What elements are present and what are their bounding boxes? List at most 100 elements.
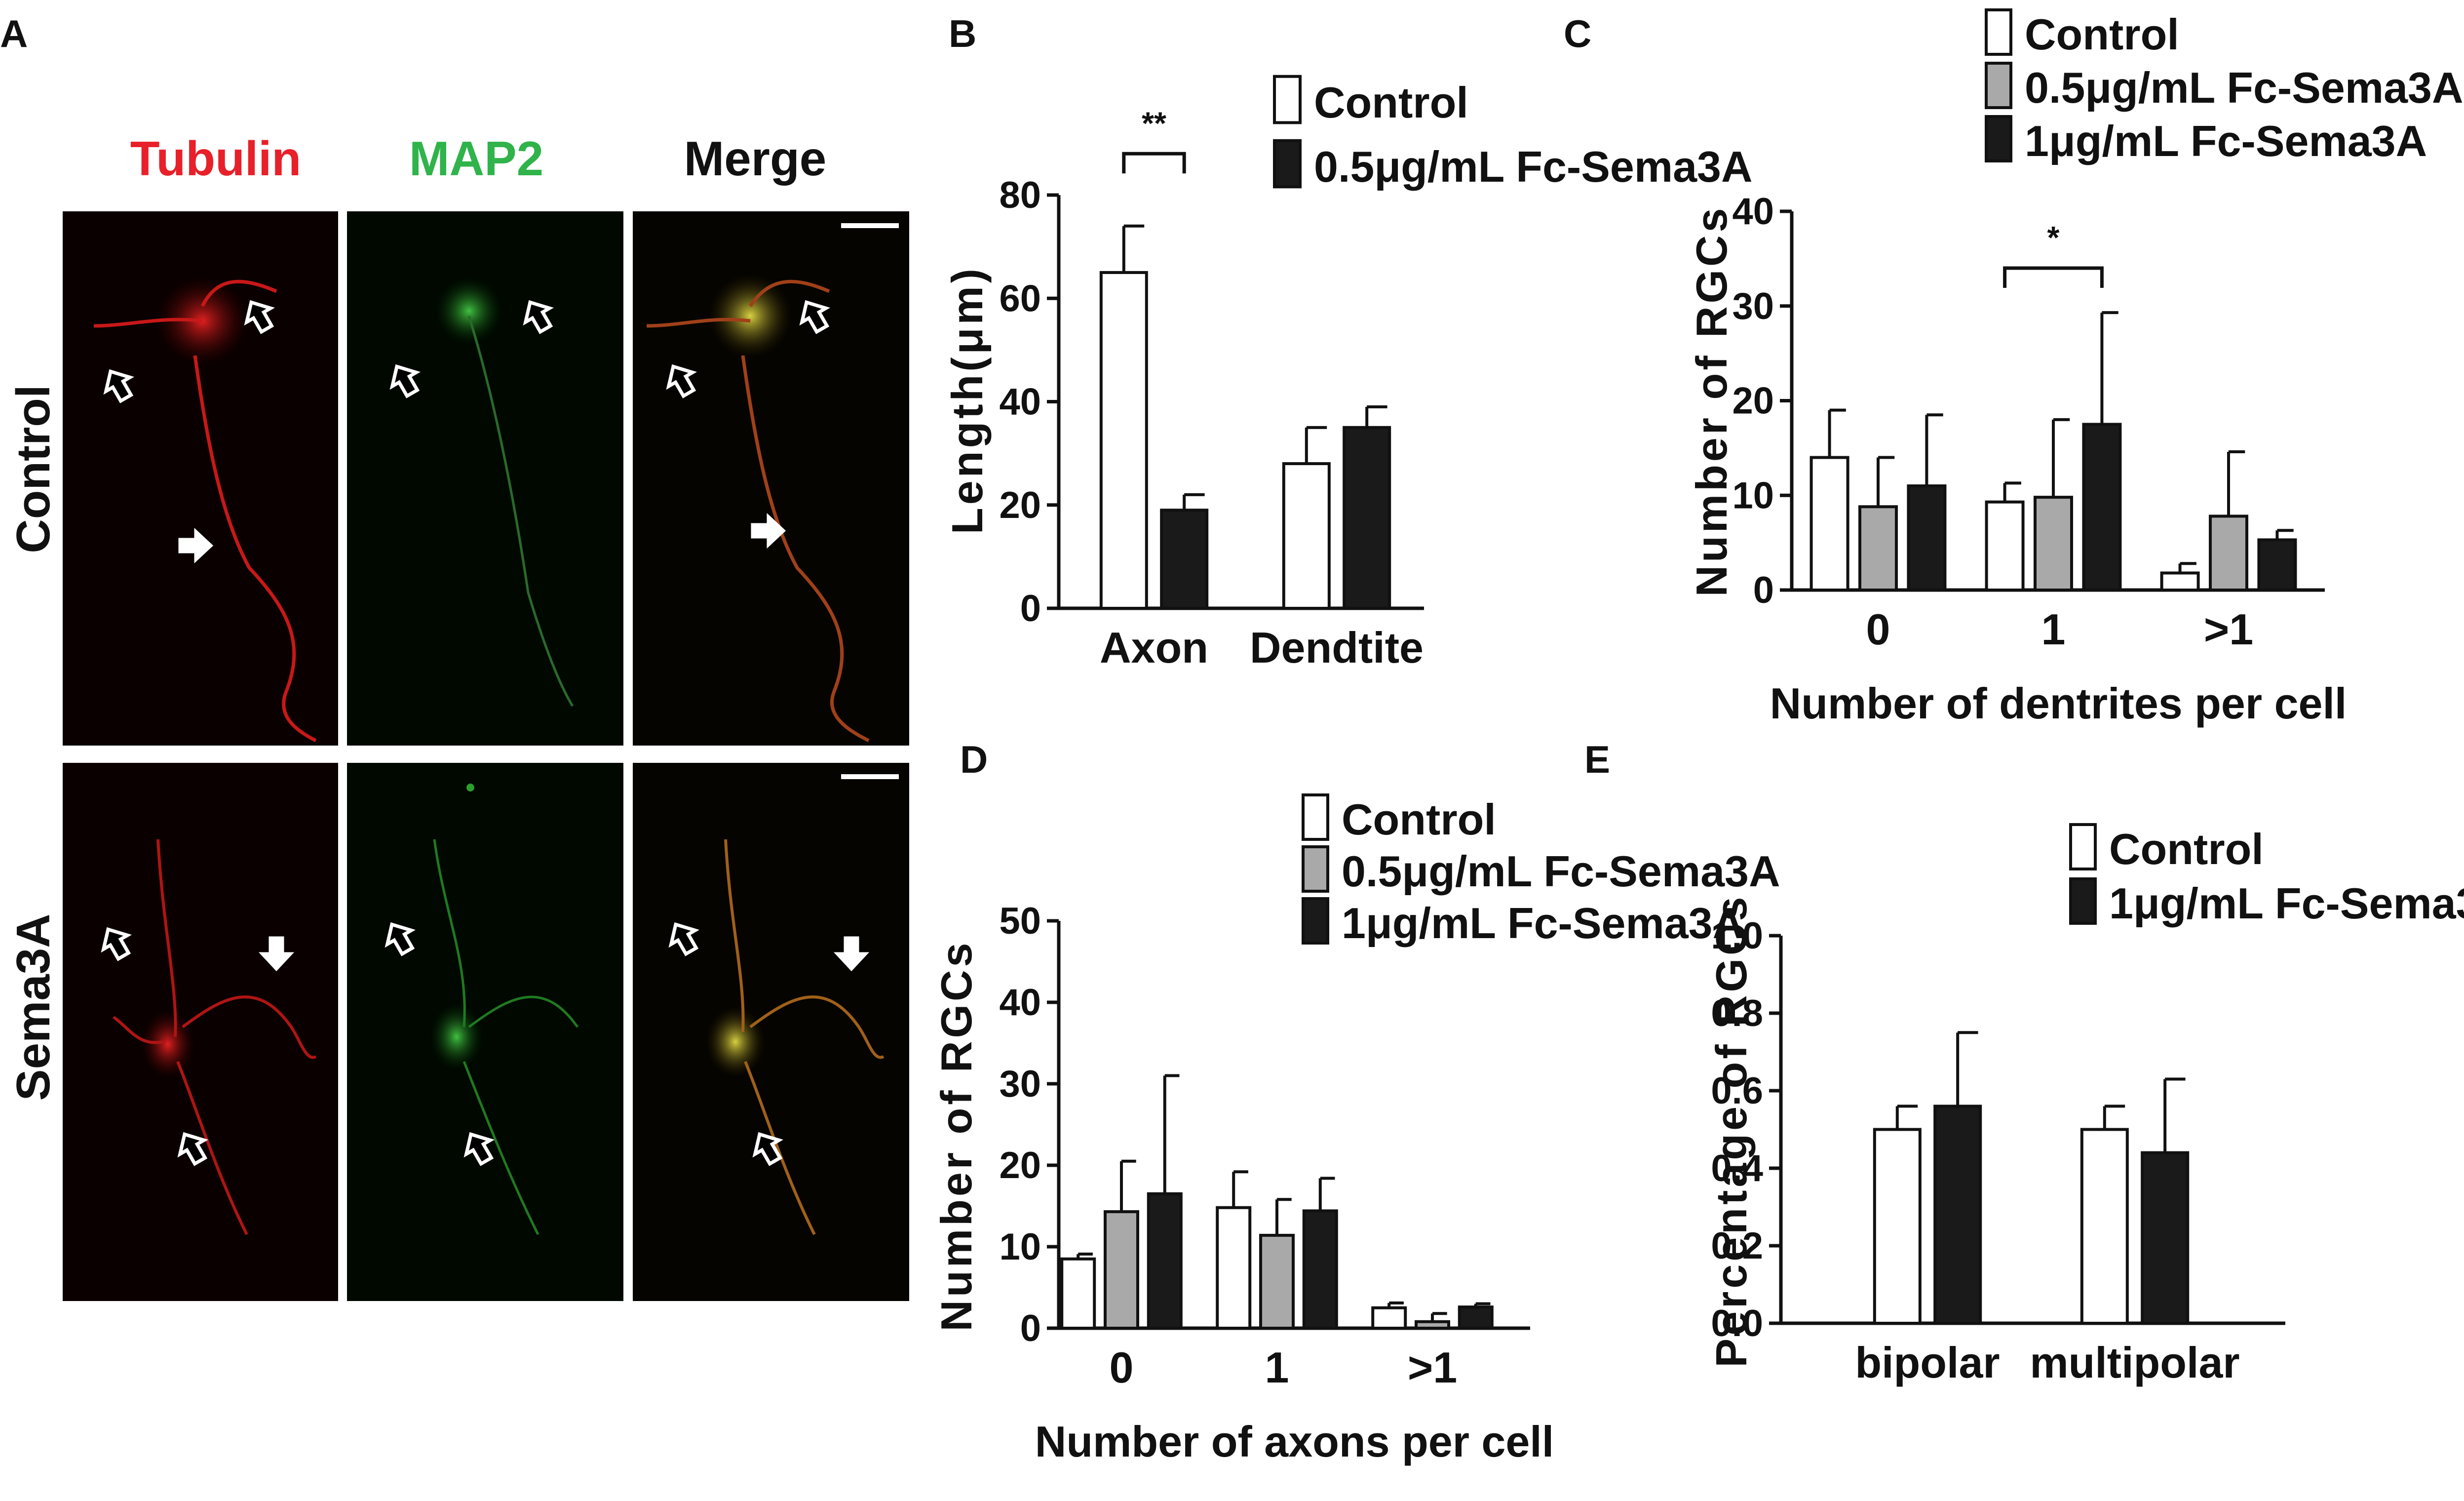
legend-swatch [2069, 823, 2097, 870]
x-tick-label: 0 [1110, 1343, 1134, 1392]
bar [1371, 1306, 1407, 1330]
significance-label: * [2047, 220, 2060, 255]
x-tick-label: >1 [1408, 1343, 1457, 1392]
x-tick-label: >1 [2204, 605, 2253, 654]
arrow-markers [101, 300, 870, 1166]
y-tick-label: 0.6 [1711, 1070, 1763, 1112]
bar [2082, 423, 2122, 592]
legend-swatch [1302, 897, 1329, 945]
y-tick-label: 0 [1020, 588, 1041, 630]
scale-bar [841, 774, 899, 779]
bar [2034, 496, 2073, 592]
panel-d-chart: D 0 10 20 30 40 50 Number of RGCs 0 1 >1 Number of … [932, 738, 1780, 1466]
bar [1147, 1192, 1183, 1330]
y-tick-label: 30 [999, 1063, 1041, 1105]
legend-swatch [1302, 793, 1329, 841]
dendrite-arrow-icon [523, 300, 554, 334]
y-tick-label: 40 [999, 982, 1041, 1024]
micrograph-sema3a-merge [633, 763, 909, 1301]
micrograph-control-merge [633, 211, 909, 746]
y-axis-title: Number of RGCs [932, 940, 981, 1332]
y-tick-label: 0.8 [1711, 992, 1763, 1034]
y-tick-label: 40 [1732, 191, 1774, 233]
y-axis-title: Percentage of RGCs [1707, 894, 1756, 1368]
x-tick-label: Axon [1100, 623, 1208, 672]
panel-a-letter: A [0, 12, 28, 55]
significance-bracket [1122, 152, 1186, 174]
legend-swatch [1273, 75, 1302, 124]
legend-label: 0.5μg/mL Fc-Sema3A [2025, 63, 2464, 112]
legend-swatch [1985, 115, 2012, 162]
y-tick-label: 60 [999, 277, 1041, 319]
bar [1343, 426, 1391, 610]
row-label-sema3a: Sema3A [7, 914, 60, 1101]
bar [1160, 509, 1209, 610]
column-header-map2: MAP2 [409, 131, 543, 186]
bar [2141, 1151, 2190, 1325]
legend-label: 1μg/mL Fc-Sema3A [2109, 879, 2464, 928]
legend-label: Control [1342, 795, 1496, 844]
dendrite-arrow-icon [177, 1132, 208, 1166]
y-tick-label: 20 [999, 1145, 1041, 1186]
x-tick-label: 1 [2041, 605, 2066, 654]
bar [2160, 571, 2200, 592]
axon-arrow-icon [751, 513, 786, 549]
x-axis-title: Number of dentrites per cell [1770, 679, 2347, 728]
row-label-control: Control [7, 385, 60, 553]
y-tick-label: 10 [1732, 474, 1774, 516]
bar [2257, 538, 2297, 592]
bar [1810, 456, 1849, 592]
x-tick-label: multipolar [2030, 1338, 2239, 1387]
y-tick-label: 1.0 [1711, 915, 1763, 957]
micrograph-control-tubulin [63, 211, 338, 746]
column-header-tubulin: Tubulin [130, 131, 302, 186]
x-tick-label: bipolar [1855, 1338, 2000, 1387]
y-tick-label: 0.0 [1711, 1303, 1763, 1344]
x-tick-label: Dendtite [1250, 623, 1424, 672]
y-tick-label: 40 [999, 381, 1041, 423]
bar [1216, 1206, 1252, 1330]
y-tick-label: 0 [1020, 1307, 1041, 1349]
bar [1458, 1305, 1494, 1330]
panel-letter: B [949, 12, 976, 55]
y-tick-label: 80 [999, 174, 1041, 216]
legend-swatch [1985, 8, 2012, 56]
dendrite-arrow-icon [103, 369, 134, 403]
bar [1060, 1257, 1096, 1330]
bar [1104, 1210, 1139, 1330]
y-tick-label: 10 [999, 1226, 1041, 1268]
dendrite-arrow-icon [101, 927, 132, 961]
x-axis-title: Number of axons per cell [1035, 1417, 1554, 1466]
bar [1259, 1233, 1295, 1330]
y-tick-label: 30 [1732, 285, 1774, 327]
bar [1858, 505, 1898, 592]
column-header-merge: Merge [684, 131, 827, 186]
legend-label: 0.5μg/mL Fc-Sema3A [1314, 142, 1753, 191]
dendrite-arrow-icon [244, 300, 275, 334]
axon-arrow-icon [178, 527, 214, 564]
dendrite-arrow-icon [385, 922, 416, 956]
bar [2209, 514, 2248, 592]
y-tick-label: 20 [1732, 380, 1774, 422]
bar [1873, 1128, 1922, 1325]
y-axis-title: Length(μm) [943, 266, 992, 534]
significance-bracket [2003, 266, 2104, 288]
bar [1985, 500, 2025, 592]
axon-arrow-icon [833, 936, 870, 972]
panel-b-chart: B 0 20 40 60 80 Length(μm) Axon Dendtite ** Contro… [943, 12, 1753, 672]
bar [1282, 462, 1331, 610]
scale-bar [841, 223, 899, 228]
legend-swatch [2069, 877, 2097, 925]
y-tick-label: 0.4 [1711, 1147, 1763, 1189]
micrograph-sema3a-tubulin [63, 763, 338, 1301]
legend-label: Control [2109, 825, 2264, 873]
panel-letter: C [1564, 12, 1591, 55]
x-tick-label: 0 [1866, 605, 1890, 654]
micrograph-control-map2 [347, 211, 623, 746]
dendrite-arrow-icon [799, 300, 830, 334]
bar [2080, 1128, 2129, 1325]
legend-label: 1μg/mL Fc-Sema3A [1342, 899, 1744, 948]
legend-label: 1μg/mL Fc-Sema3A [2025, 117, 2427, 165]
